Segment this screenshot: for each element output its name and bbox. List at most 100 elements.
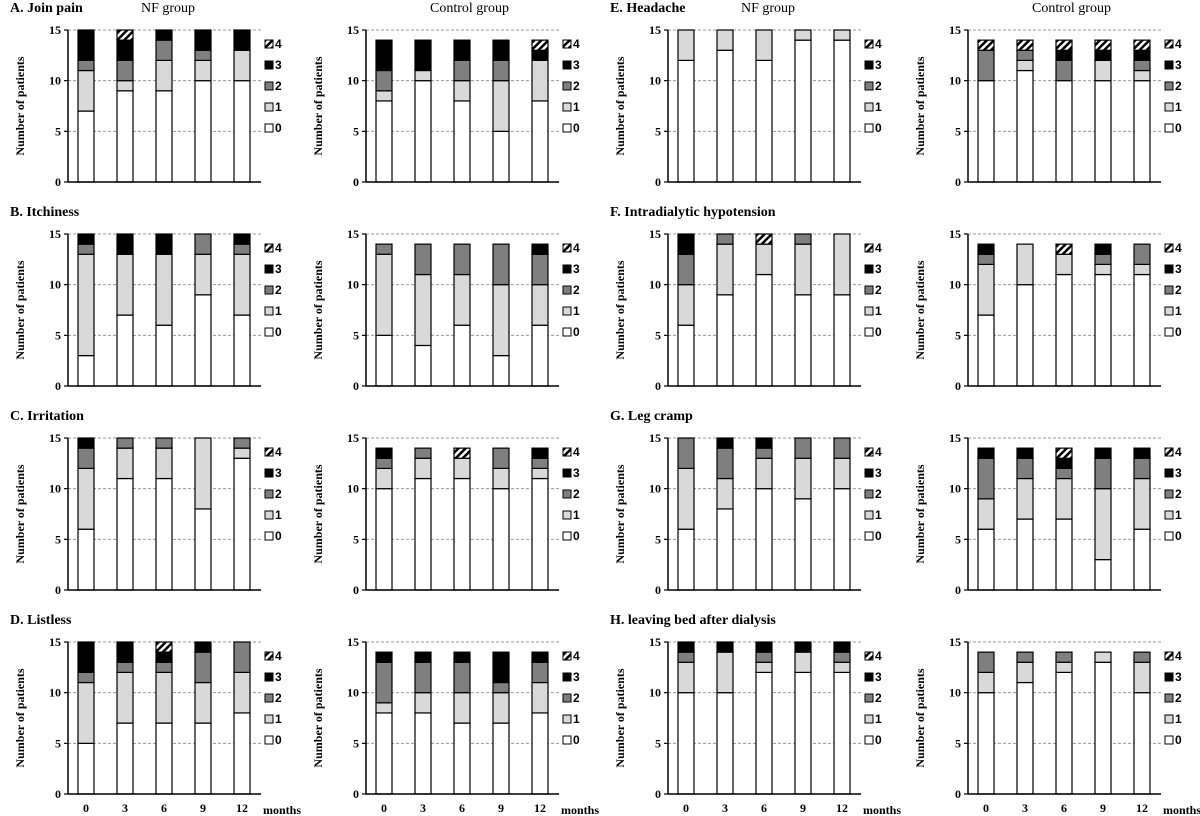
bar-segment-level-0	[375, 712, 393, 795]
bar-segment-level-1	[755, 661, 773, 673]
legend-label: 2	[1175, 691, 1182, 705]
legend-label: 0	[573, 325, 580, 339]
legend-label: 4	[1175, 37, 1182, 51]
legend-label: 4	[275, 37, 282, 51]
x-tick-label: 12	[534, 801, 546, 815]
y-axis-label: Number of patients	[311, 260, 325, 359]
legend-swatch-4	[264, 447, 274, 457]
bar-segment-level-0	[1016, 681, 1034, 795]
legend-label: 2	[275, 283, 282, 297]
bar-segment-level-1	[531, 284, 549, 326]
bar-segment-level-1	[492, 80, 510, 132]
y-axis-label: Number of patients	[913, 260, 927, 359]
bar-segment-level-0	[116, 722, 134, 795]
bar-segment-level-0	[414, 477, 432, 591]
legend-swatch-2	[1164, 693, 1174, 703]
legend-swatch-3	[562, 60, 572, 70]
bar-segment-level-1	[453, 80, 471, 102]
bar-segment-level-2	[755, 447, 773, 459]
legend-label: 1	[275, 304, 282, 318]
bar-segment-level-2	[1016, 457, 1034, 480]
y-tick-label: 0	[655, 787, 661, 801]
legend-swatch-4	[864, 243, 874, 253]
legend-label: 1	[875, 508, 882, 522]
legend-label: 3	[875, 670, 882, 684]
legend-label: 3	[573, 58, 580, 72]
bar-segment-level-3	[116, 233, 134, 255]
bar-segment-level-0	[492, 488, 510, 591]
bar-segment-level-0	[755, 671, 773, 795]
legend-swatch-3	[562, 672, 572, 682]
bar-segment-level-3	[716, 437, 734, 449]
legend-label: 2	[573, 691, 580, 705]
y-tick-label: 10	[649, 482, 661, 496]
y-axis-label: Number of patients	[311, 668, 325, 767]
bar-segment-level-0	[1133, 528, 1151, 591]
bar-segment-level-1	[155, 253, 173, 326]
bar-segment-level-2	[977, 49, 995, 82]
x-tick-label: 6	[1061, 801, 1067, 815]
panel-title: E. Headache	[610, 1, 685, 16]
legend-swatch-1	[264, 510, 274, 520]
bar-segment-level-1	[194, 437, 212, 510]
bar-segment-level-3	[233, 233, 251, 245]
x-unit-label: months	[561, 803, 599, 816]
legend-swatch-3	[264, 672, 274, 682]
legend-swatch-2	[864, 489, 874, 499]
legend-swatch-2	[864, 285, 874, 295]
bar-segment-level-2	[233, 243, 251, 255]
legend-label: 1	[573, 712, 580, 726]
legend-label: 4	[875, 241, 882, 255]
bar-segment-level-3	[977, 243, 995, 255]
bar-segment-level-1	[1055, 661, 1073, 673]
bar-segment-level-3	[677, 233, 695, 255]
legend-label: 1	[1175, 508, 1182, 522]
bar-segment-level-0	[677, 324, 695, 387]
bar-segment-level-0	[1133, 692, 1151, 795]
y-tick-label: 10	[347, 482, 359, 496]
y-axis-label: Number of patients	[913, 56, 927, 155]
legend-label: 4	[875, 445, 882, 459]
legend-swatch-4	[864, 39, 874, 49]
bar-segment-level-3	[716, 641, 734, 653]
legend-swatch-3	[864, 60, 874, 70]
legend-swatch-2	[264, 489, 274, 499]
y-tick-label: 5	[655, 124, 661, 138]
y-axis-label: Number of patients	[311, 56, 325, 155]
y-tick-label: 0	[955, 787, 961, 801]
bar-segment-level-2	[1133, 651, 1151, 663]
x-unit-label: months	[1163, 803, 1200, 816]
bar-segment-level-1	[116, 253, 134, 316]
legend-label: 4	[573, 445, 580, 459]
bar-segment-level-3	[155, 29, 173, 41]
legend-swatch-4	[1164, 651, 1174, 661]
y-tick-label: 10	[49, 686, 61, 700]
bar-segment-level-0	[1016, 284, 1034, 387]
x-tick-label: 9	[800, 801, 806, 815]
bar-segment-level-4	[1016, 39, 1034, 51]
bar-segment-level-4	[755, 233, 773, 245]
x-tick-label: 0	[381, 801, 387, 815]
bar-segment-level-0	[716, 508, 734, 591]
y-tick-label: 10	[49, 278, 61, 292]
bar-segment-level-2	[977, 457, 995, 500]
y-tick-label: 10	[649, 278, 661, 292]
bar-segment-level-3	[77, 233, 95, 245]
legend-swatch-0	[1164, 735, 1174, 745]
x-tick-label: 0	[83, 801, 89, 815]
bar-segment-level-3	[977, 447, 995, 459]
bar-segment-level-0	[233, 80, 251, 183]
y-tick-label: 15	[347, 227, 359, 241]
legend-label: 1	[1175, 304, 1182, 318]
legend-label: 0	[1175, 325, 1182, 339]
bar-segment-level-0	[977, 692, 995, 795]
legend-swatch-1	[562, 306, 572, 316]
bar-segment-level-0	[155, 90, 173, 183]
legend-swatch-0	[1164, 531, 1174, 541]
legend-label: 3	[573, 466, 580, 480]
bar-segment-level-1	[977, 263, 995, 316]
legend-swatch-1	[1164, 714, 1174, 724]
